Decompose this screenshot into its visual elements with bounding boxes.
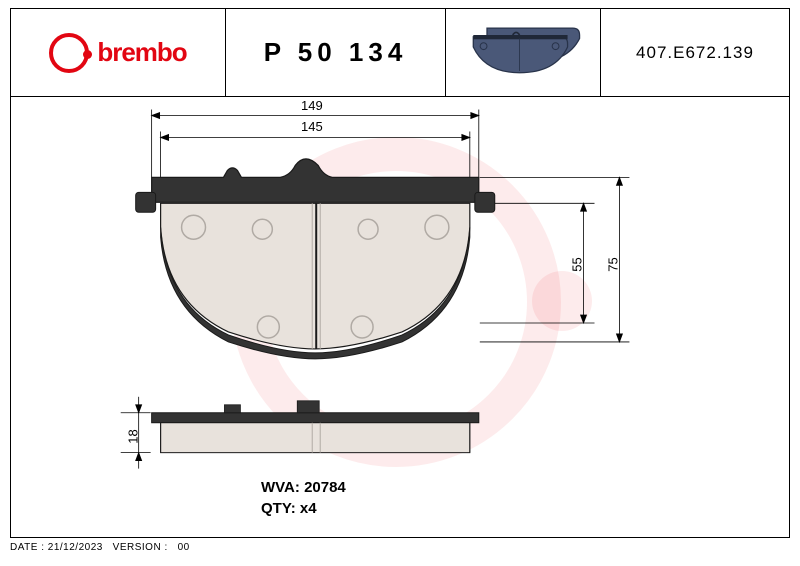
date-label: DATE : — [10, 542, 44, 553]
meta-block: WVA: 20784 QTY: x4 — [261, 477, 346, 519]
part-number-cell: P 50 134 — [226, 9, 446, 96]
reference-number: 407.E672.139 — [636, 43, 754, 63]
qty-label: QTY: — [261, 500, 296, 517]
header-row: brembo P 50 134 407.E672.139 — [11, 9, 789, 97]
front-view — [136, 159, 495, 359]
wva-value: 20784 — [304, 479, 346, 496]
wva-label: WVA: — [261, 479, 300, 496]
part-number: P 50 134 — [264, 37, 408, 68]
dim-thickness: 18 — [126, 429, 141, 443]
brand-cell: brembo — [11, 9, 226, 96]
thumbnail-cell — [446, 9, 601, 96]
drawing-body: 149 145 55 75 18 WVA: 20784 QTY: x4 — [11, 97, 789, 537]
version-value: 00 — [178, 542, 190, 553]
reference-cell: 407.E672.139 — [601, 9, 789, 96]
drawing-frame: brembo P 50 134 407.E672.139 — [10, 8, 790, 538]
dim-height-inner: 55 — [570, 257, 585, 271]
date-value: 21/12/2023 — [48, 542, 103, 553]
footer-line: DATE : 21/12/2023 VERSION : 00 — [10, 542, 190, 553]
qty-value: x4 — [300, 500, 317, 517]
brembo-logo: brembo — [49, 33, 186, 73]
brake-pad-thumb-icon — [463, 23, 583, 83]
side-view — [152, 401, 479, 453]
version-label: VERSION : — [113, 542, 168, 553]
brembo-disc-icon — [49, 33, 89, 73]
dim-height-outer: 75 — [606, 257, 621, 271]
brand-text: brembo — [97, 37, 186, 68]
technical-drawing — [11, 97, 789, 537]
dim-width-inner: 145 — [301, 119, 323, 134]
dim-width-outer: 149 — [301, 98, 323, 113]
